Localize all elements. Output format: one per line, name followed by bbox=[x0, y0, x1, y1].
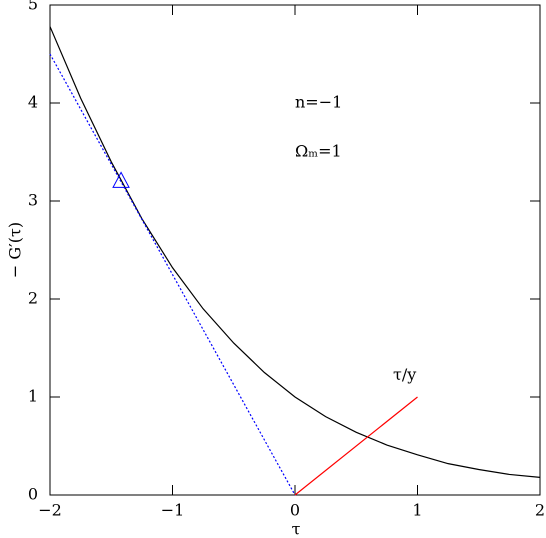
series-line bbox=[294, 396, 418, 496]
x-tick-label: 2 bbox=[535, 501, 545, 520]
x-tick-label: 0 bbox=[290, 501, 300, 520]
y-axis-label: − G′(τ) bbox=[6, 222, 25, 278]
triangle-marker bbox=[112, 171, 130, 188]
series-line bbox=[49, 53, 296, 496]
y-tick-label: 2 bbox=[28, 289, 38, 308]
y-tick-label: 4 bbox=[28, 93, 38, 112]
annotation: n=−1 bbox=[295, 93, 342, 112]
annotation: τ/y bbox=[393, 365, 416, 384]
annotation: Ωₘ=1 bbox=[295, 142, 342, 161]
y-tick-label: 3 bbox=[28, 191, 38, 210]
plot-frame bbox=[49, 4, 541, 496]
y-tick-label: 5 bbox=[28, 0, 38, 14]
series-line bbox=[49, 26, 541, 478]
x-axis-label: τ bbox=[292, 520, 301, 538]
x-tick-label: −1 bbox=[161, 501, 185, 520]
y-tick-label: 0 bbox=[28, 485, 38, 504]
x-tick-label: −2 bbox=[38, 501, 62, 520]
x-tick-label: 1 bbox=[412, 501, 422, 520]
y-tick-label: 1 bbox=[28, 387, 38, 406]
